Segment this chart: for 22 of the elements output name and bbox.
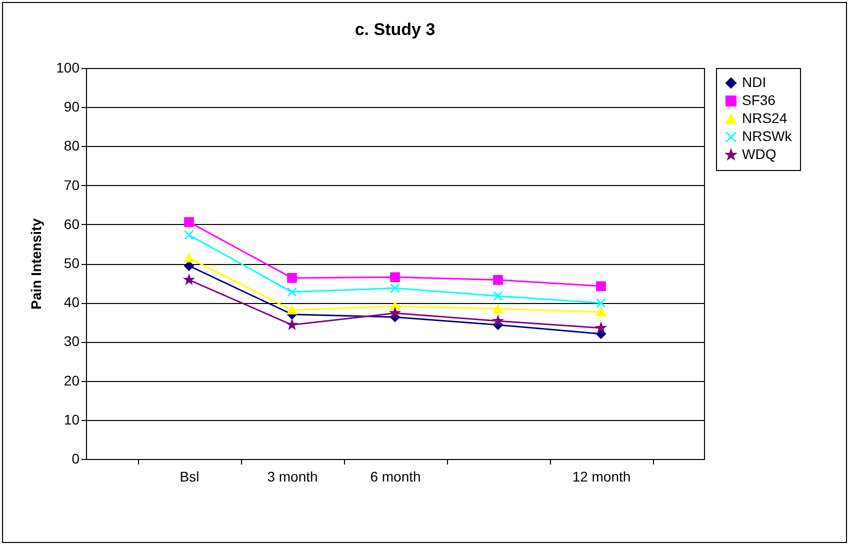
y-tick-label: 90 [64,98,80,115]
chart-title: c. Study 3 [354,20,436,39]
legend-label: NRSWk [742,128,793,144]
legend-label: WDQ [742,146,776,162]
x-tick-label: 12 month [572,468,631,484]
legend-label: NRS24 [742,110,788,126]
y-tick-label: 50 [64,255,80,271]
y-tick-label: 20 [64,372,80,388]
legend-label: SF36 [742,92,776,108]
y-tick-label: 40 [64,294,80,310]
x-tick-label: 6 month [370,468,421,484]
x-tick-label: Bsl [180,468,200,484]
y-tick-label: 100 [56,60,80,76]
y-tick-label: 70 [64,176,80,193]
x-tick-label: 3 month [267,468,318,484]
y-tick-label: 80 [64,138,80,154]
y-tick-label: 60 [64,216,80,232]
y-tick-label: 30 [64,333,80,350]
y-axis-title: Pain Intensity [28,218,44,310]
y-tick-label: 10 [64,411,80,428]
y-tick-label: 0 [72,450,80,466]
legend-label: NDI [742,74,766,90]
